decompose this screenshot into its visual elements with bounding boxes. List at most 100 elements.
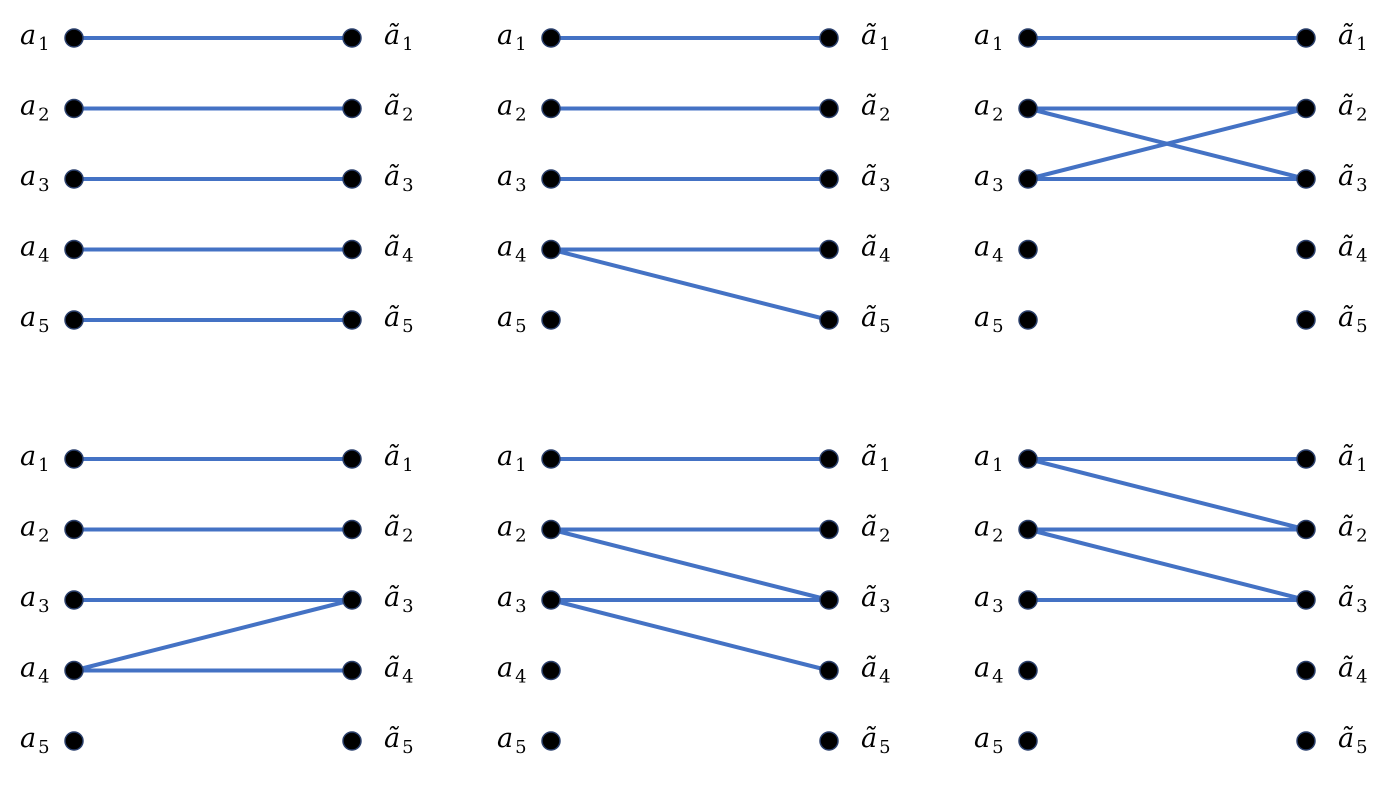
node-a1: [1018, 449, 1038, 469]
node-a1: [64, 449, 84, 469]
node-a-tilde5: [342, 310, 362, 330]
node-a-tilde1: [819, 449, 839, 469]
node-a-tilde3: [1296, 590, 1316, 610]
node-a4: [541, 239, 561, 260]
node-a-tilde3: [819, 590, 839, 610]
node-a-tilde5: [342, 731, 362, 751]
node-a3: [1018, 590, 1038, 610]
panel-1: a 1 ã 1 a 2 ã 2 a 3 ã 3 a 4 ã 4 a 5 ã 5: [20, 20, 414, 337]
node-a-tilde2: [342, 98, 362, 119]
node-a-tilde1: [819, 28, 839, 48]
node-a-tilde1: [1296, 449, 1316, 469]
node-a2: [541, 98, 561, 119]
node-a3: [64, 169, 84, 189]
node-a-tilde5: [819, 731, 839, 751]
node-a1: [541, 449, 561, 469]
node-a5: [1018, 731, 1038, 751]
node-a-tilde2: [1296, 519, 1316, 540]
node-a-tilde2: [819, 519, 839, 540]
node-a-tilde1: [342, 449, 362, 469]
node-a5: [64, 310, 84, 330]
node-a1: [1018, 28, 1038, 48]
node-a4: [1018, 660, 1038, 681]
node-a-tilde4: [342, 239, 362, 260]
node-a-tilde1: [1296, 28, 1316, 48]
edge-a4-to-a-tilde3: [72, 598, 354, 673]
node-a-tilde4: [1296, 239, 1316, 260]
node-a-tilde2: [1296, 98, 1316, 119]
node-a5: [541, 731, 561, 751]
node-a-tilde2: [342, 519, 362, 540]
node-a3: [64, 590, 84, 610]
panel-3: a 1 ã 1 a 2 ã 2 a 3 ã 3 a 4 ã 4 a 5 ã 5: [974, 20, 1368, 337]
node-a-tilde1: [342, 28, 362, 48]
node-a2: [1018, 519, 1038, 540]
node-a-tilde5: [1296, 310, 1316, 330]
node-a-tilde5: [819, 310, 839, 330]
node-a3: [1018, 169, 1038, 189]
node-a2: [64, 98, 84, 119]
node-a-tilde4: [819, 239, 839, 260]
edge-a3-to-a-tilde2: [1026, 106, 1308, 181]
node-a3: [541, 169, 561, 189]
edge-a2-to-a-tilde3: [1026, 527, 1308, 602]
node-a5: [64, 731, 84, 751]
node-a3: [541, 590, 561, 610]
edge-a2-to-a-tilde3: [549, 527, 831, 602]
node-a4: [1018, 239, 1038, 260]
node-a-tilde5: [1296, 731, 1316, 751]
edge-a4-to-a-tilde5: [549, 247, 831, 322]
panel-4: a 1 ã 1 a 2 ã 2 a 3 ã 3 a 4 ã 4 a 5 ã 5: [20, 441, 414, 758]
node-a-tilde4: [1296, 660, 1316, 681]
node-a4: [541, 660, 561, 681]
